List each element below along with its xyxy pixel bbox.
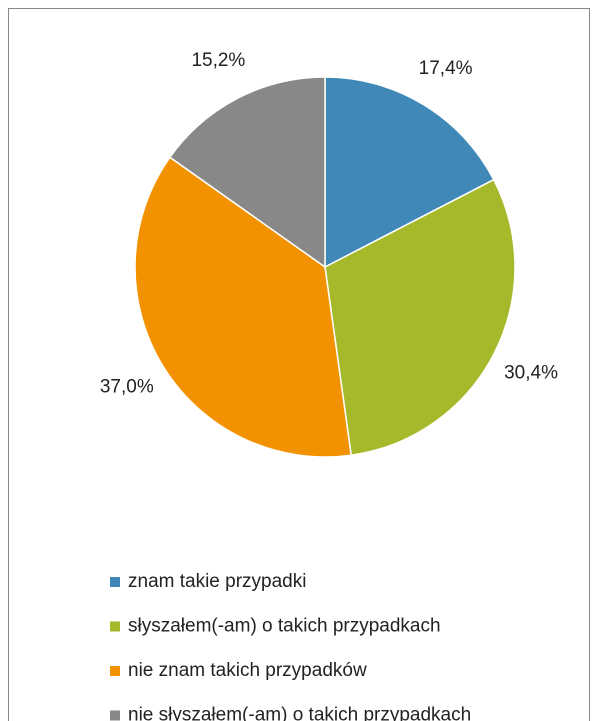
chart-frame bbox=[8, 8, 590, 721]
data-label: 30,4% bbox=[504, 363, 558, 384]
legend-label: nie znam takich przypadków bbox=[128, 660, 367, 681]
data-label: 17,4% bbox=[419, 58, 473, 79]
legend-label: słyszałem(-am) o takich przypadkach bbox=[128, 616, 441, 637]
data-label: 37,0% bbox=[100, 377, 154, 398]
pie: 17,4% 30,4% 37,0% 15,2% bbox=[100, 50, 558, 458]
pie-slice bbox=[168, 76, 326, 269]
pie-slice bbox=[324, 76, 495, 269]
data-label: 15,2% bbox=[191, 50, 245, 71]
legend: znam takie przypadki słyszałem(-am) o tak… bbox=[110, 571, 471, 721]
legend-swatch bbox=[110, 710, 120, 721]
pie-slice bbox=[324, 178, 516, 457]
legend-label: nie słyszałem(-am) o takich przypadkach bbox=[128, 705, 471, 721]
legend-swatch bbox=[110, 666, 120, 676]
legend-label: znam takie przypadki bbox=[128, 571, 306, 592]
legend-swatch bbox=[110, 621, 120, 632]
pie-slice bbox=[134, 156, 353, 458]
legend-swatch bbox=[110, 577, 120, 587]
